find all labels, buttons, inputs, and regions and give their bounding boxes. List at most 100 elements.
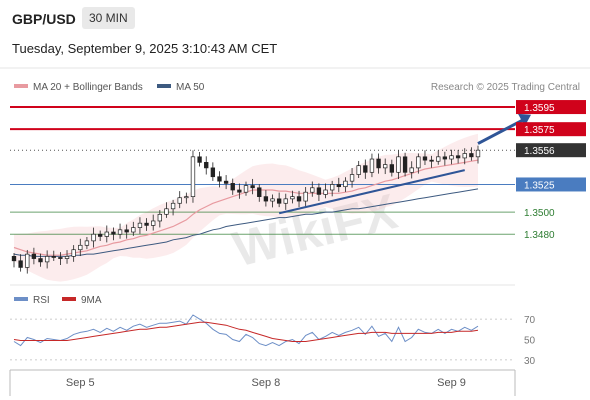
candle — [164, 208, 169, 215]
candle — [369, 158, 375, 173]
level-label-1.3575: 1.3575 — [524, 125, 555, 136]
legend-rsi-swatch — [14, 297, 28, 301]
candle — [303, 191, 308, 202]
legend-9ma-swatch — [62, 297, 76, 301]
rsi-tick-30: 30 — [524, 356, 536, 367]
x-tick-Sep-5: Sep 5 — [66, 377, 95, 389]
candle — [429, 159, 434, 162]
candle — [71, 249, 76, 257]
candle — [396, 156, 401, 173]
level-badge-1.3575 — [516, 122, 586, 137]
level-label-1.3525: 1.3525 — [524, 180, 555, 191]
level-label-1.3480: 1.3480 — [524, 230, 555, 241]
candle — [204, 162, 209, 169]
bullish-arrow-shaft — [477, 116, 528, 145]
ma50-line — [13, 188, 479, 257]
candle — [376, 158, 381, 169]
support-trendline — [278, 169, 465, 215]
candle — [316, 187, 322, 195]
candle — [144, 222, 149, 226]
candle — [422, 156, 428, 161]
candle — [416, 156, 421, 169]
candle — [343, 180, 348, 188]
candle — [263, 196, 269, 202]
candle — [197, 156, 202, 163]
candle — [104, 231, 109, 237]
candle — [296, 196, 302, 202]
candle — [151, 220, 156, 226]
candle — [217, 176, 222, 182]
candle — [363, 165, 368, 173]
candle — [157, 213, 163, 222]
level-label-1.3500: 1.3500 — [524, 208, 555, 219]
level-badge-1.3525 — [516, 177, 586, 192]
candle — [44, 256, 50, 263]
candle — [25, 253, 30, 268]
candle — [323, 189, 328, 195]
level-label-1.3556: 1.3556 — [524, 146, 555, 157]
candle — [184, 196, 189, 199]
candle — [31, 253, 37, 259]
rsi-tick-70: 70 — [524, 315, 536, 326]
candle — [475, 149, 481, 158]
candle — [462, 153, 467, 159]
chart-datetime: Tuesday, September 9, 2025 3:10:43 AM CE… — [12, 41, 278, 56]
legend-rsi-label: RSI — [33, 295, 50, 306]
candle — [18, 260, 23, 268]
candle — [283, 198, 288, 204]
candle — [58, 257, 63, 259]
candle — [349, 174, 355, 182]
rsi-9ma-line — [13, 321, 479, 342]
candle — [310, 187, 315, 193]
candle — [449, 155, 454, 160]
legend-ma50-label: MA 50 — [176, 82, 205, 93]
candle — [250, 185, 255, 189]
candle — [11, 256, 17, 262]
candle — [257, 187, 262, 197]
candle — [329, 184, 335, 191]
candle — [230, 183, 235, 191]
candle — [38, 258, 43, 263]
rsi-line — [13, 314, 479, 347]
candle — [210, 167, 216, 178]
candle — [91, 233, 96, 242]
candle — [170, 202, 176, 210]
candle — [276, 198, 282, 204]
candle — [270, 198, 275, 202]
rsi-tick-50: 50 — [524, 336, 536, 347]
candle — [237, 189, 242, 193]
legend-ma20-swatch — [14, 84, 28, 88]
candle — [223, 180, 229, 184]
candle — [436, 156, 441, 162]
research-credit: Research © 2025 Trading Central — [431, 82, 580, 93]
candle — [402, 156, 408, 173]
candle — [64, 256, 70, 259]
candle — [137, 222, 143, 228]
symbol-title: GBP/USD — [12, 11, 76, 27]
legend-ma50-swatch — [157, 84, 171, 88]
candle — [243, 185, 249, 193]
x-tick-Sep-8: Sep 8 — [252, 377, 281, 389]
bollinger-band — [14, 133, 478, 282]
candle — [51, 256, 56, 258]
candle — [469, 153, 474, 158]
candle — [356, 165, 361, 175]
candle — [84, 240, 90, 246]
bullish-arrow-head — [518, 113, 532, 127]
candle — [442, 156, 448, 160]
legend-9ma-label: 9MA — [81, 295, 102, 306]
legend-ma20-label: MA 20 + Bollinger Bands — [33, 82, 143, 93]
candle — [409, 167, 414, 173]
candle — [124, 229, 129, 233]
candle — [78, 244, 83, 251]
candle — [336, 184, 341, 188]
candle — [383, 164, 388, 169]
candle — [190, 156, 196, 197]
x-tick-Sep-9: Sep 9 — [437, 377, 466, 389]
timeframe-badge[interactable]: 30 MIN — [82, 7, 135, 29]
candle — [177, 197, 182, 204]
candle — [389, 164, 395, 173]
candle — [117, 229, 123, 235]
